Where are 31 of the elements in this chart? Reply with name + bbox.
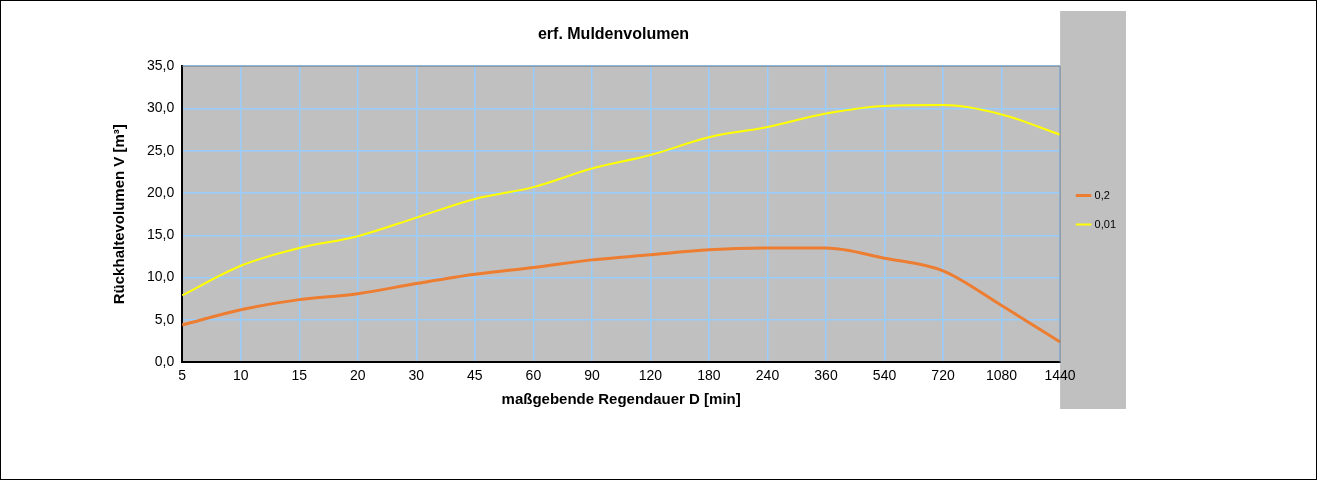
- y-tick-label: 20,0: [147, 183, 175, 200]
- y-tick-label: 5,0: [154, 310, 175, 327]
- x-tick-label: 720: [931, 367, 955, 384]
- legend-label: 0,01: [1094, 217, 1117, 230]
- x-tick-label: 120: [638, 367, 663, 384]
- x-tick-label: 90: [584, 367, 600, 384]
- y-axis-title: Rückhaltevolumen V [m³]: [110, 124, 128, 305]
- y-tick-label: 35,0: [147, 57, 175, 74]
- x-tick-label: 15: [291, 367, 308, 384]
- x-tick-label: 5: [178, 367, 187, 384]
- x-tick-label: 20: [350, 367, 366, 384]
- x-tick-label: 540: [872, 367, 897, 384]
- x-tick-label: 30: [408, 367, 425, 384]
- y-tick-label: 10,0: [147, 268, 175, 285]
- x-tick-label: 180: [697, 367, 721, 384]
- x-tick-label: 60: [525, 367, 542, 384]
- x-tick-label: 1440: [1044, 367, 1076, 384]
- x-tick-label: 10: [232, 367, 249, 384]
- x-tick-label: 240: [755, 367, 780, 384]
- y-tick-label: 15,0: [147, 226, 175, 243]
- x-tick-label: 1080: [985, 367, 1018, 384]
- legend-label: 0,2: [1094, 188, 1110, 201]
- y-tick-label: 25,0: [147, 141, 175, 158]
- x-axis-title: maßgebende Regendauer D [min]: [501, 390, 741, 408]
- chart-title: erf. Muldenvolumen: [537, 25, 690, 43]
- x-tick-label: 45: [467, 367, 483, 384]
- y-tick-label: 30,0: [147, 99, 175, 116]
- y-tick-label: 0,0: [154, 353, 175, 370]
- x-tick-label: 360: [814, 367, 838, 384]
- line-series: [181, 104, 1062, 297]
- line-series: [180, 246, 1062, 344]
